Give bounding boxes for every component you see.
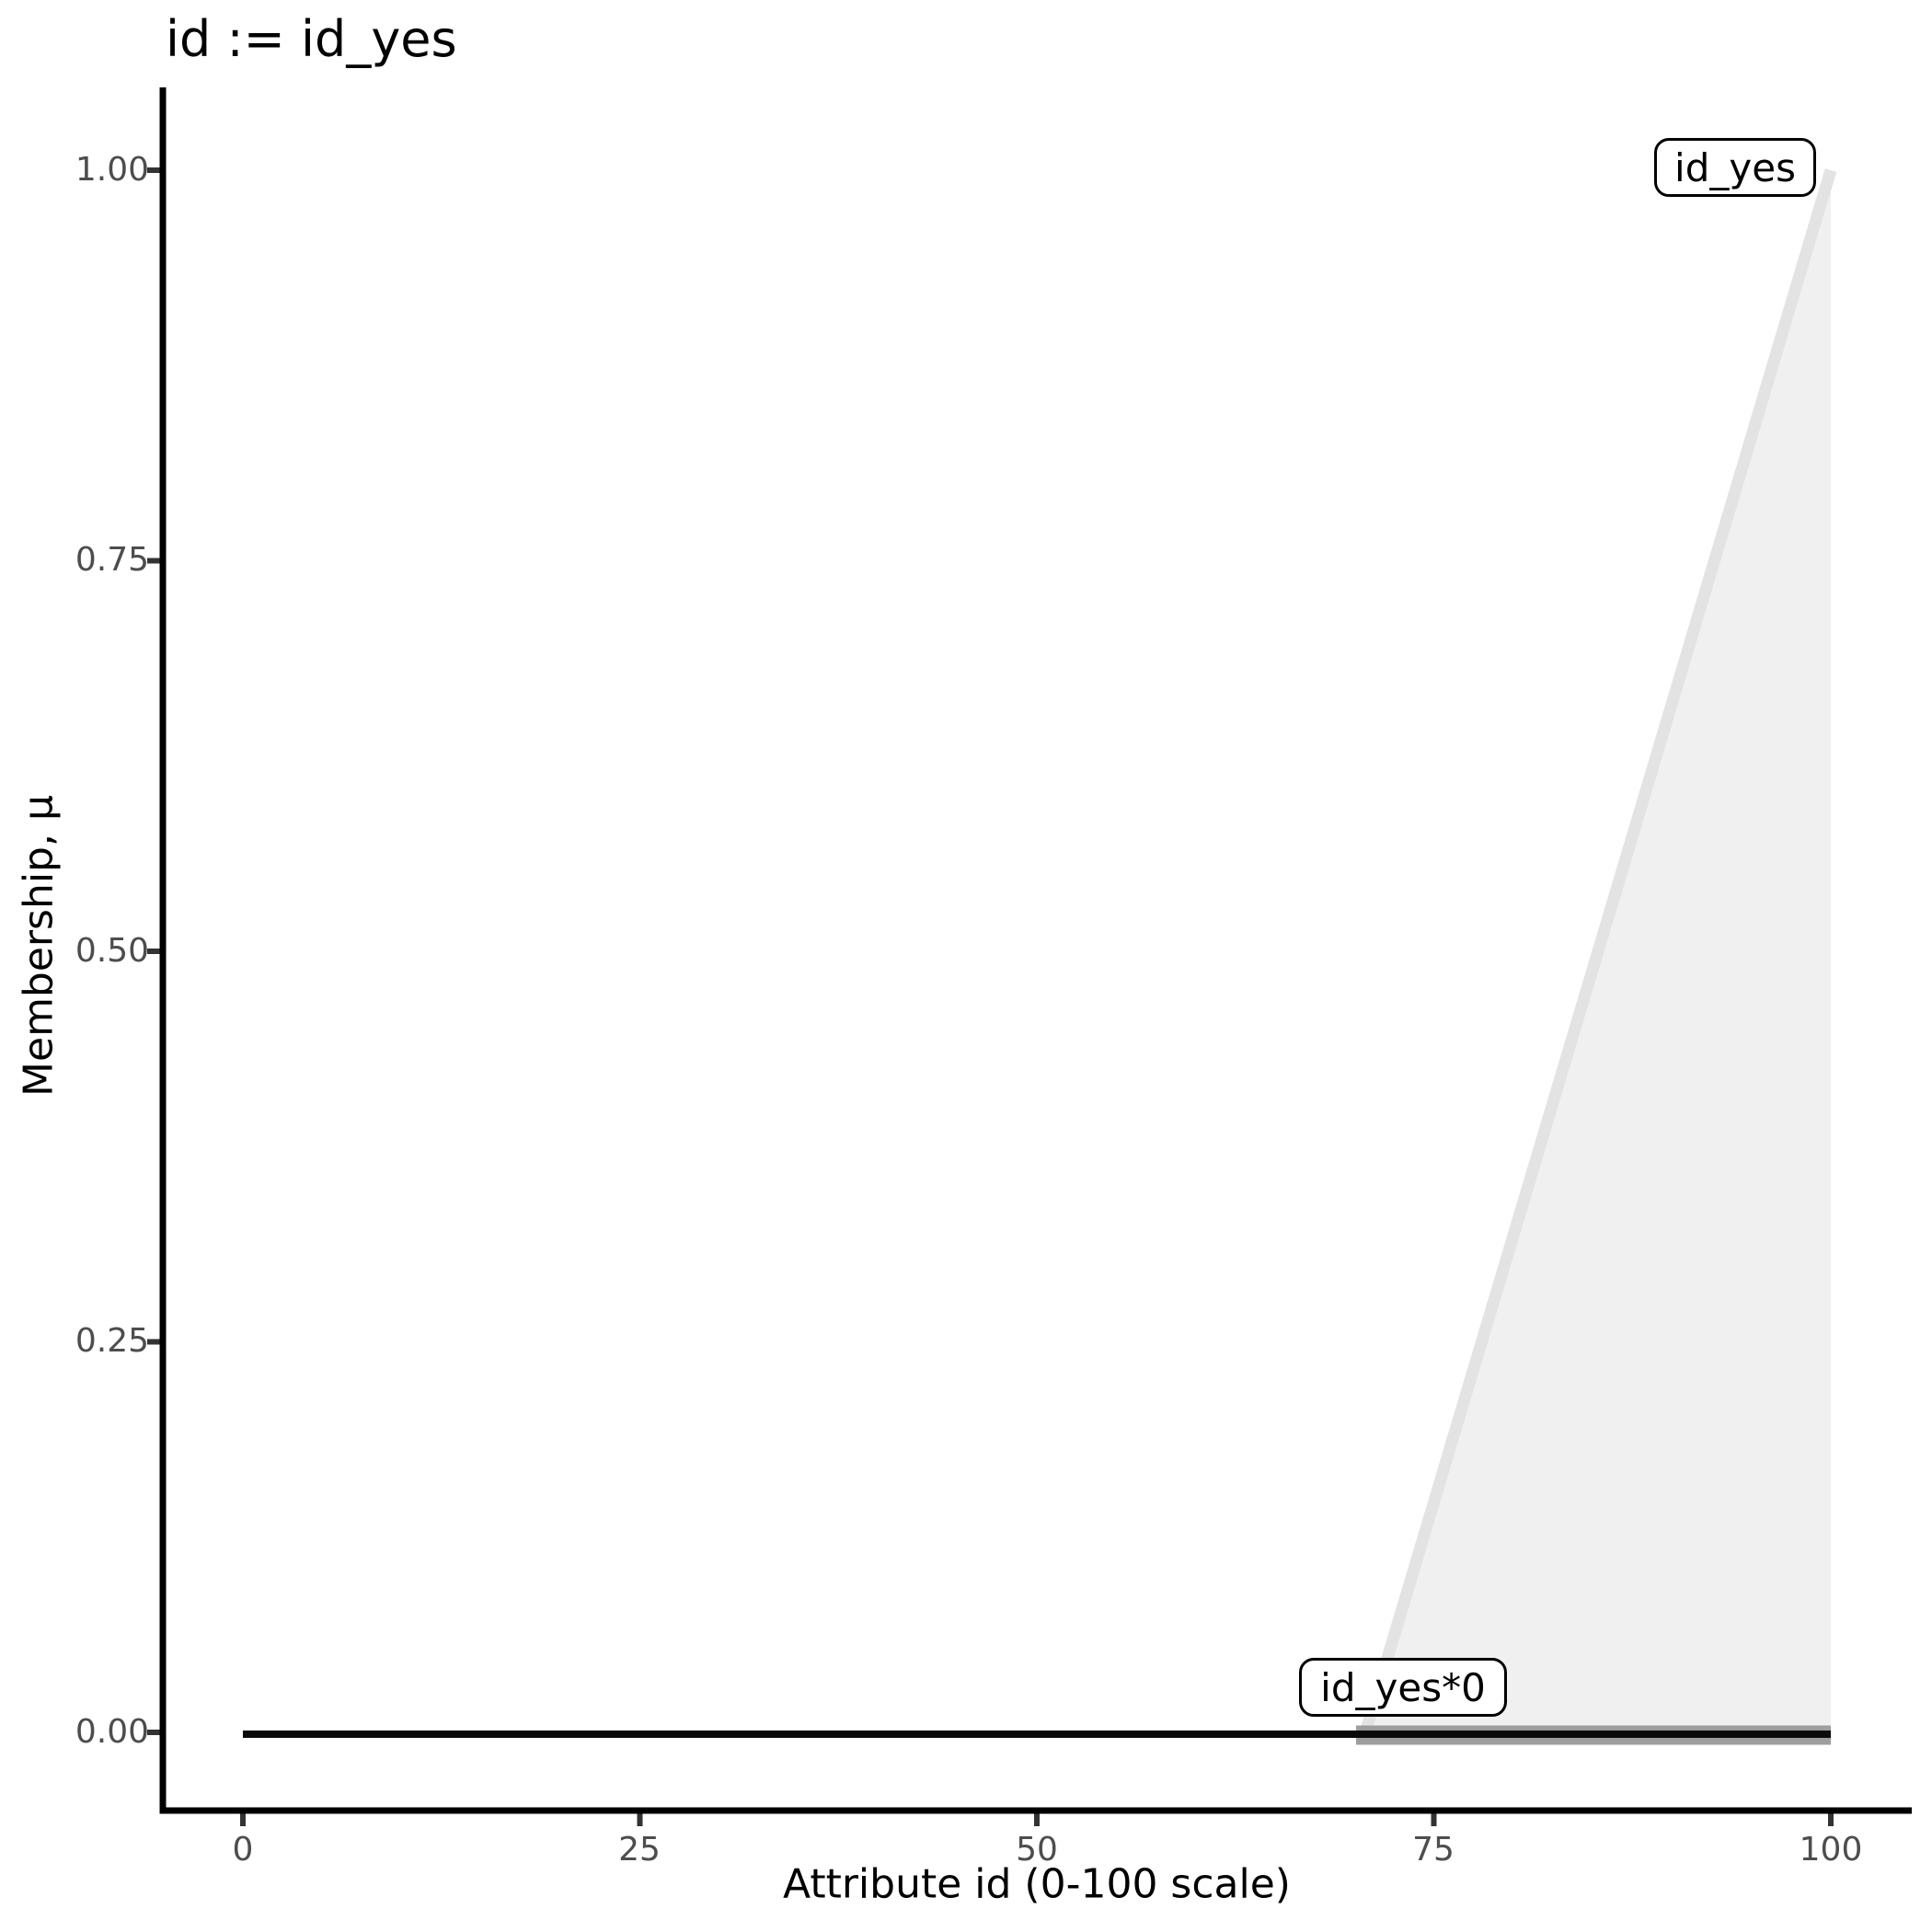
x-tick-label: 0	[232, 1831, 254, 1869]
id-yes-membership-line	[1359, 168, 1837, 1734]
plot-title: id := id_yes	[166, 10, 457, 68]
x-tick-label: 25	[618, 1831, 661, 1869]
x-axis-title: Attribute id (0-100 scale)	[783, 1860, 1291, 1908]
x-tick-marks	[240, 1813, 1834, 1826]
x-tick-label: 50	[1016, 1831, 1058, 1869]
y-tick-label: 0.50	[75, 932, 149, 970]
y-tick-label: 0.25	[75, 1322, 149, 1360]
x-tick-label: 75	[1412, 1831, 1455, 1869]
y-tick-label: 0.00	[75, 1713, 149, 1751]
y-tick-marks	[147, 167, 160, 1735]
x-tick-label: 100	[1799, 1831, 1863, 1869]
y-tick-label: 1.00	[75, 151, 149, 189]
annotation-id-yes: id_yes	[1654, 138, 1816, 197]
annotation-id-yes-times-0: id_yes*0	[1299, 1658, 1507, 1717]
y-tick-label: 0.75	[75, 541, 149, 579]
